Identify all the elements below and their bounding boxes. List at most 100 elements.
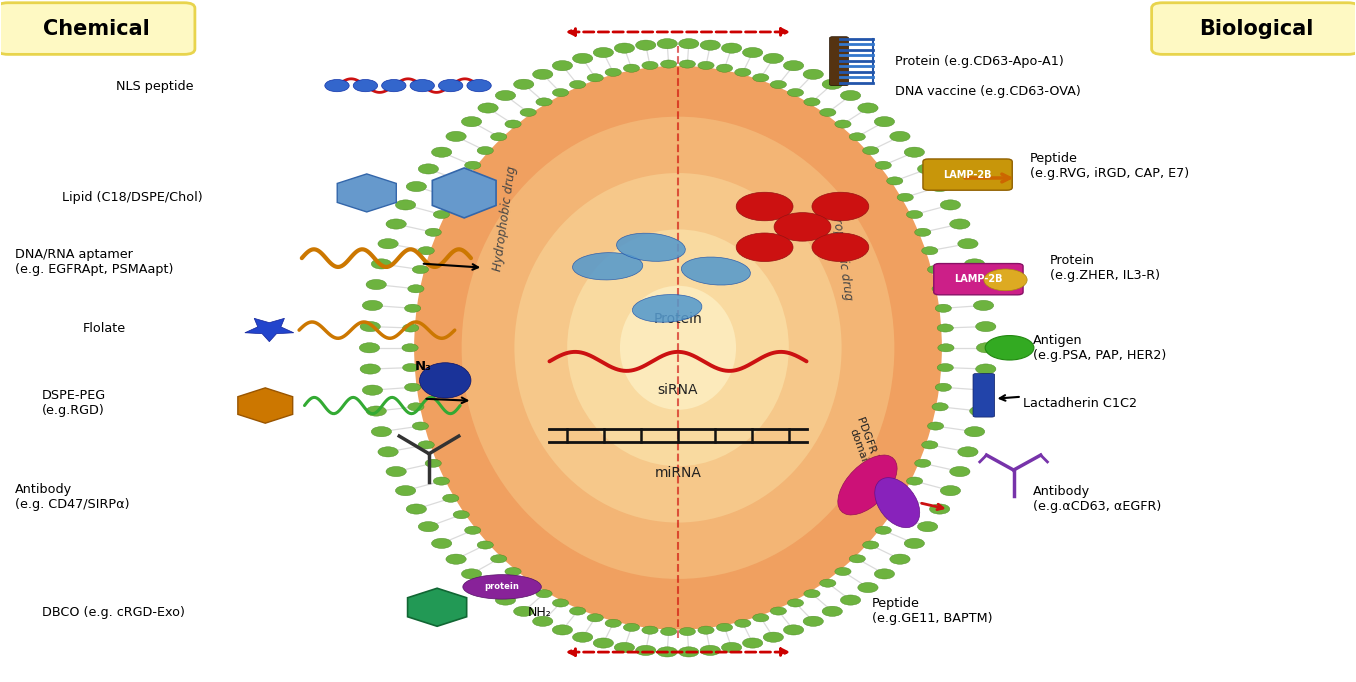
Circle shape [536,590,552,597]
Ellipse shape [567,229,789,466]
Circle shape [804,590,820,597]
Text: Peptide
(e.g.RVG, iRGD, CAP, E7): Peptide (e.g.RVG, iRGD, CAP, E7) [1029,152,1189,180]
Circle shape [774,213,831,241]
Circle shape [431,147,452,158]
Circle shape [736,192,793,221]
FancyBboxPatch shape [934,263,1022,295]
Circle shape [552,625,572,635]
Circle shape [552,89,568,97]
Circle shape [446,554,466,564]
Circle shape [804,98,820,106]
Circle shape [658,39,678,49]
Circle shape [788,599,804,607]
Circle shape [820,579,835,587]
Circle shape [862,147,879,155]
Text: siRNA: siRNA [658,383,698,397]
Circle shape [572,632,593,642]
Circle shape [372,426,392,436]
FancyBboxPatch shape [0,3,195,55]
Text: DSPE-PEG
(e.g.RGD): DSPE-PEG (e.g.RGD) [42,389,106,417]
Circle shape [660,60,677,68]
Circle shape [937,364,953,372]
Ellipse shape [414,66,942,629]
Circle shape [403,364,419,372]
Circle shape [928,265,944,273]
Circle shape [784,625,804,635]
Circle shape [418,522,438,532]
Polygon shape [433,168,496,218]
Circle shape [533,69,553,79]
Circle shape [636,645,656,655]
Ellipse shape [616,234,686,261]
Circle shape [614,43,635,53]
Text: DNA/RNA aptamer
(e.g. EGFRApt, PSMAapt): DNA/RNA aptamer (e.g. EGFRApt, PSMAapt) [15,248,174,276]
Circle shape [849,133,865,141]
Circle shape [366,406,386,416]
Circle shape [820,108,835,117]
Circle shape [325,80,348,91]
Circle shape [887,177,903,185]
Circle shape [465,527,481,535]
Text: Protein
(e.g.ZHER, IL3-R): Protein (e.g.ZHER, IL3-R) [1050,254,1161,282]
Circle shape [491,133,507,141]
Ellipse shape [462,575,541,599]
Circle shape [408,284,424,293]
Circle shape [803,617,823,626]
Circle shape [362,385,382,396]
Circle shape [940,486,960,496]
Circle shape [570,607,586,615]
Circle shape [514,79,534,89]
Circle shape [700,645,720,655]
Circle shape [904,147,925,158]
Circle shape [678,647,698,657]
Circle shape [716,623,732,632]
Circle shape [770,80,786,89]
Circle shape [743,48,763,58]
Circle shape [970,406,990,416]
Circle shape [915,228,930,237]
Circle shape [887,511,903,519]
Circle shape [552,599,568,607]
Circle shape [932,284,948,293]
Circle shape [743,638,763,648]
Circle shape [572,53,593,63]
Circle shape [660,627,677,636]
Text: NH₂: NH₂ [527,606,552,619]
Circle shape [403,324,419,332]
Circle shape [875,527,891,535]
Circle shape [940,200,960,210]
Circle shape [401,344,418,352]
Text: Protein: Protein [654,312,702,326]
Circle shape [803,69,823,79]
Text: Biological: Biological [1199,18,1313,39]
Circle shape [932,403,948,411]
Circle shape [431,538,452,548]
Circle shape [418,164,438,174]
Circle shape [928,422,944,430]
Circle shape [658,647,678,657]
Circle shape [918,522,938,532]
Circle shape [875,117,895,127]
Circle shape [378,447,399,457]
Circle shape [936,304,952,312]
Text: DBCO (e.g. cRGD-Exo): DBCO (e.g. cRGD-Exo) [42,606,184,619]
Circle shape [788,89,804,97]
Circle shape [605,68,621,76]
Circle shape [736,233,793,261]
Text: Antigen
(e.g.PSA, PAP, HER2): Antigen (e.g.PSA, PAP, HER2) [1032,333,1166,361]
Circle shape [770,607,786,615]
Circle shape [386,219,407,229]
Circle shape [875,161,891,169]
Circle shape [835,120,852,128]
Text: miRNA: miRNA [655,466,701,480]
Circle shape [929,181,949,192]
Circle shape [408,403,424,411]
Circle shape [587,74,603,82]
Circle shape [984,269,1026,291]
Ellipse shape [633,294,701,323]
Circle shape [812,233,869,261]
Circle shape [386,466,407,477]
Circle shape [957,239,978,249]
Circle shape [974,300,994,310]
Circle shape [716,64,732,72]
